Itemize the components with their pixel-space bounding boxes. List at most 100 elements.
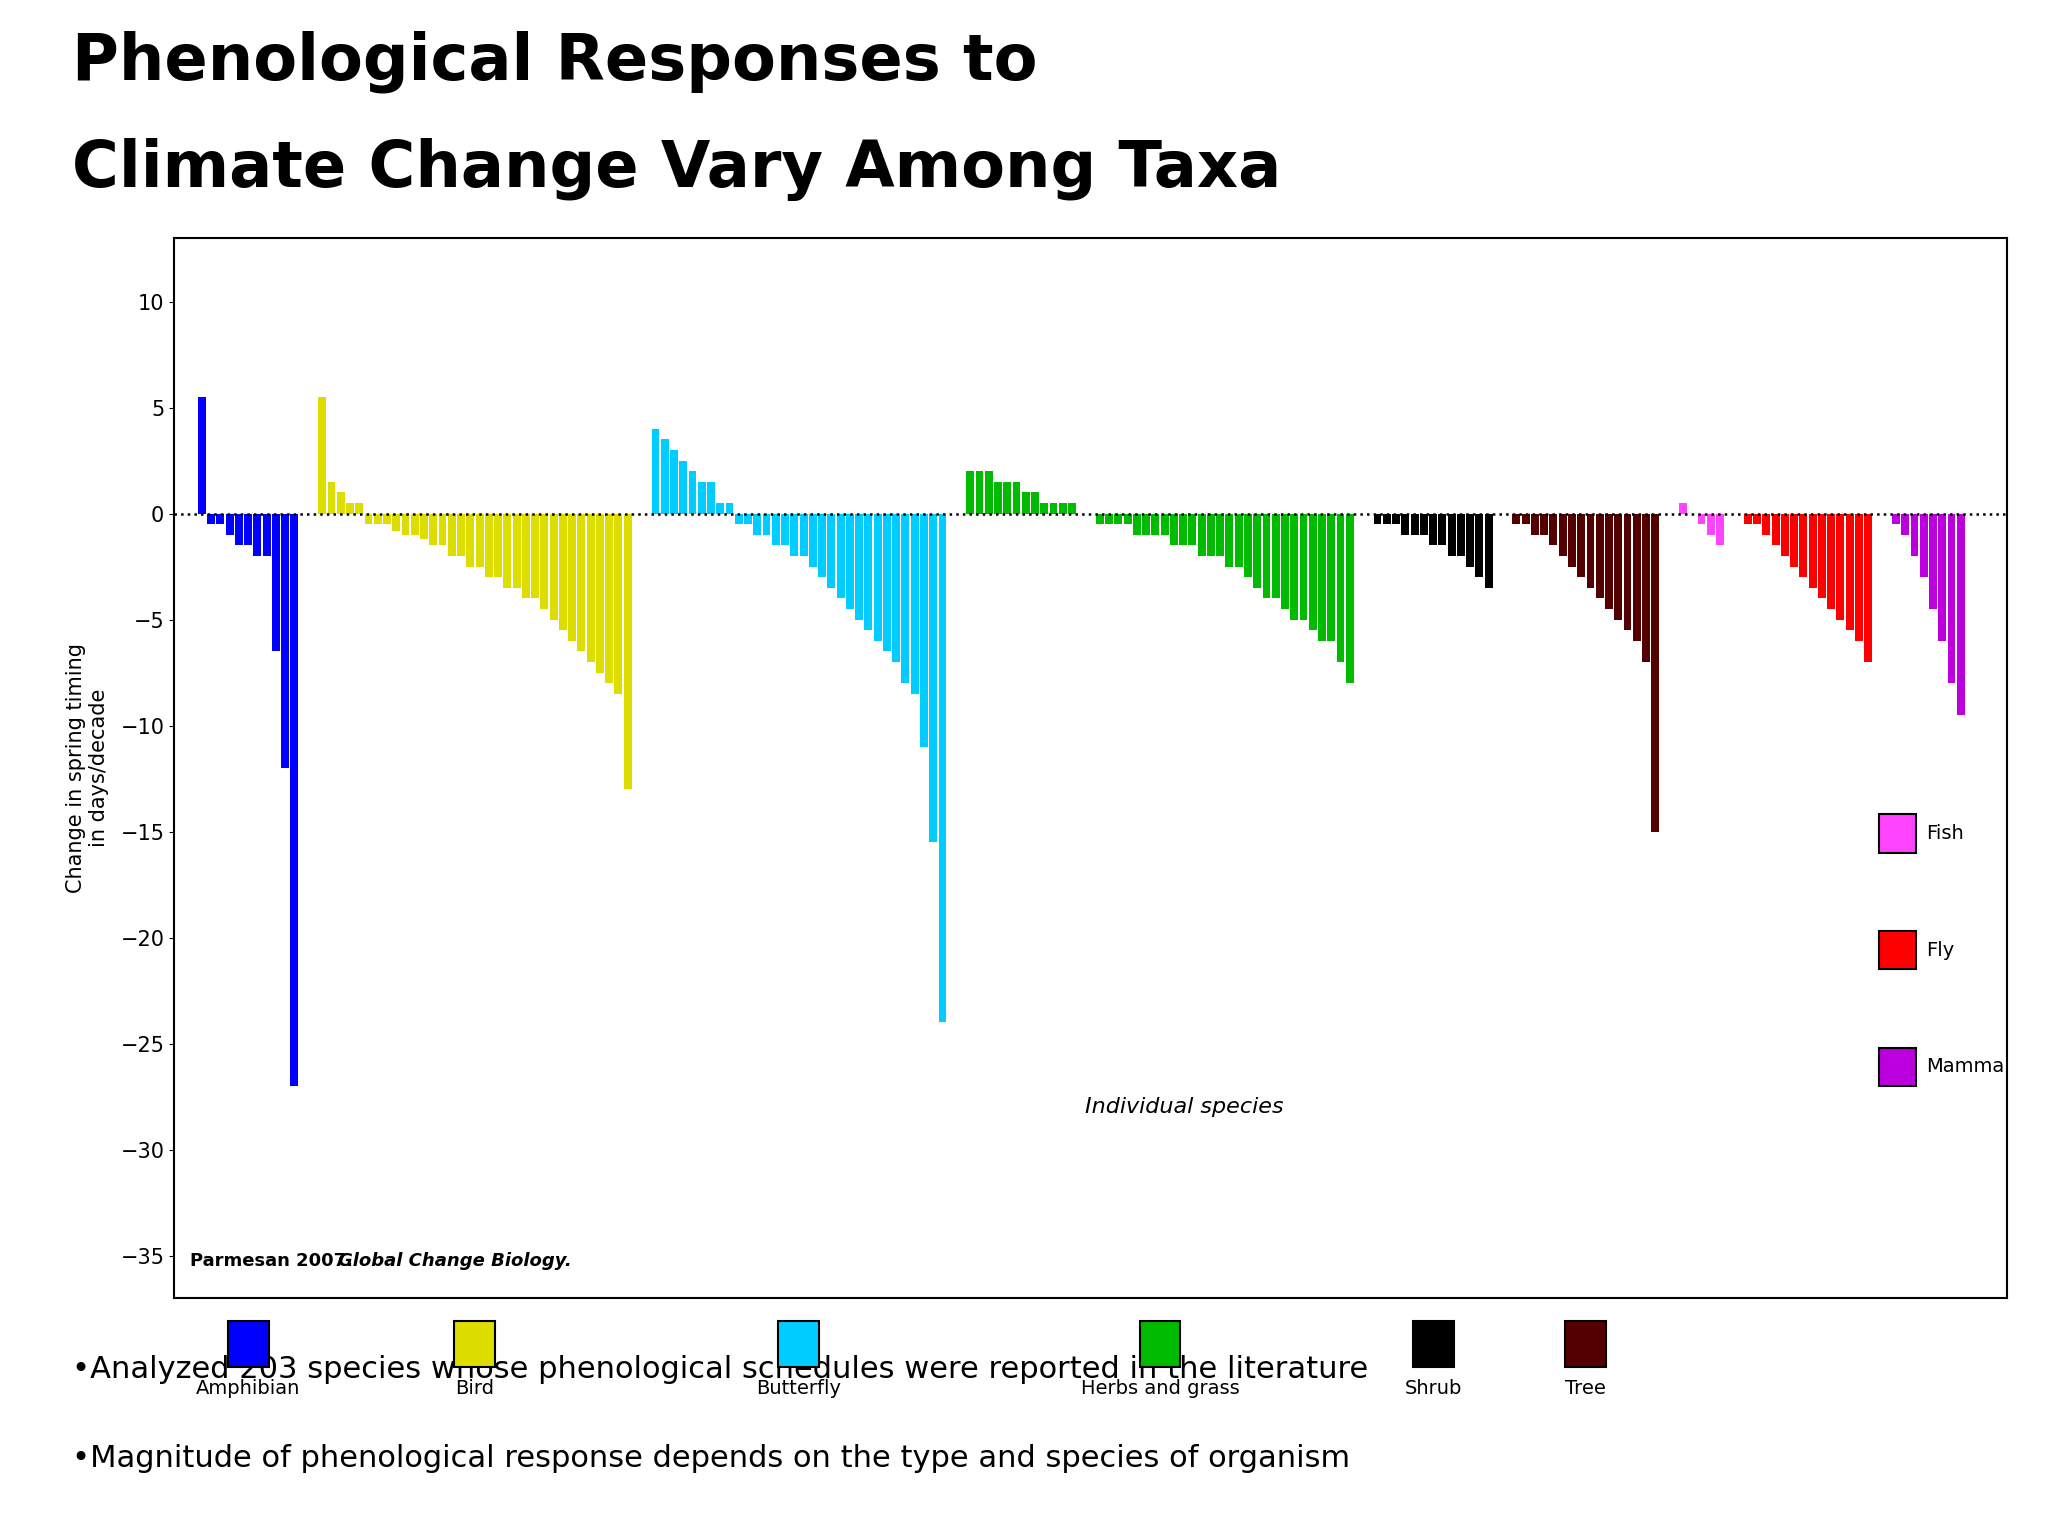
Bar bbox=[494, 513, 502, 578]
Bar bbox=[549, 513, 557, 619]
Bar bbox=[1309, 513, 1317, 630]
Bar bbox=[1948, 513, 1956, 684]
Bar bbox=[430, 513, 436, 545]
Bar bbox=[799, 513, 807, 556]
Text: Mammal: Mammal bbox=[1925, 1057, 2009, 1077]
Bar bbox=[827, 513, 836, 588]
Bar bbox=[1124, 513, 1133, 524]
Bar bbox=[662, 439, 668, 513]
Bar bbox=[864, 513, 872, 630]
Bar bbox=[1198, 513, 1206, 556]
Bar bbox=[1272, 513, 1280, 599]
Bar bbox=[1632, 513, 1640, 641]
Bar bbox=[1800, 513, 1806, 578]
Text: Individual species: Individual species bbox=[1085, 1097, 1284, 1117]
Bar bbox=[281, 513, 289, 768]
Bar bbox=[1911, 513, 1919, 556]
Bar bbox=[438, 513, 446, 545]
Bar bbox=[1679, 502, 1688, 513]
Bar bbox=[1855, 513, 1864, 641]
Bar bbox=[1319, 513, 1325, 641]
Bar bbox=[1282, 513, 1288, 608]
Bar bbox=[688, 472, 696, 513]
Bar bbox=[1448, 513, 1456, 556]
Bar bbox=[1133, 513, 1141, 535]
Bar bbox=[967, 472, 975, 513]
Bar bbox=[1040, 502, 1049, 513]
Bar bbox=[901, 513, 909, 684]
Bar bbox=[1837, 513, 1845, 619]
Bar bbox=[1606, 513, 1614, 608]
Bar bbox=[1706, 513, 1714, 535]
Bar bbox=[1901, 513, 1909, 535]
Text: Bird: Bird bbox=[455, 1379, 494, 1398]
Bar bbox=[567, 513, 575, 641]
Bar bbox=[272, 513, 281, 651]
Bar bbox=[883, 513, 891, 651]
Bar bbox=[1550, 513, 1556, 545]
Bar bbox=[1262, 513, 1270, 599]
Text: Climate Change Vary Among Taxa: Climate Change Vary Among Taxa bbox=[72, 138, 1280, 201]
Bar bbox=[317, 396, 326, 513]
Bar bbox=[874, 513, 881, 641]
Bar bbox=[375, 513, 381, 524]
Text: Phenological Responses to: Phenological Responses to bbox=[72, 31, 1036, 94]
Bar bbox=[1180, 513, 1188, 545]
Bar bbox=[541, 513, 549, 608]
Bar bbox=[1456, 513, 1464, 556]
Bar bbox=[254, 513, 262, 556]
Bar bbox=[522, 513, 530, 599]
Bar bbox=[725, 502, 733, 513]
Bar bbox=[680, 461, 688, 513]
Bar bbox=[1763, 513, 1769, 535]
Bar bbox=[1030, 493, 1038, 513]
Bar bbox=[457, 513, 465, 556]
Bar bbox=[743, 513, 752, 524]
Bar bbox=[1411, 513, 1419, 535]
Bar bbox=[735, 513, 743, 524]
Bar bbox=[614, 513, 623, 694]
Bar bbox=[1485, 513, 1493, 588]
Bar bbox=[420, 513, 428, 539]
Bar bbox=[586, 513, 594, 662]
Bar bbox=[512, 513, 520, 588]
Bar bbox=[504, 513, 512, 588]
Bar bbox=[1845, 513, 1853, 630]
Bar bbox=[1475, 513, 1483, 578]
Bar bbox=[625, 513, 631, 790]
Bar bbox=[225, 513, 233, 535]
Bar bbox=[1513, 513, 1520, 524]
Bar bbox=[1522, 513, 1530, 524]
Bar bbox=[1929, 513, 1937, 608]
Bar bbox=[328, 482, 336, 513]
Bar bbox=[383, 513, 391, 524]
Bar bbox=[354, 502, 362, 513]
Bar bbox=[1919, 513, 1927, 578]
Bar bbox=[1096, 513, 1104, 524]
Bar bbox=[606, 513, 612, 684]
Bar bbox=[1059, 502, 1067, 513]
Bar bbox=[1790, 513, 1798, 567]
Bar bbox=[838, 513, 844, 599]
Bar bbox=[346, 502, 354, 513]
Bar bbox=[1614, 513, 1622, 619]
Bar bbox=[651, 429, 659, 513]
Bar bbox=[1401, 513, 1409, 535]
Bar bbox=[1300, 513, 1307, 619]
Bar bbox=[1290, 513, 1298, 619]
Bar bbox=[1956, 513, 1964, 714]
Bar bbox=[207, 513, 215, 524]
Bar bbox=[475, 513, 483, 567]
Bar bbox=[1438, 513, 1446, 545]
Bar bbox=[1595, 513, 1604, 599]
Bar bbox=[244, 513, 252, 545]
Bar bbox=[1864, 513, 1872, 662]
Bar bbox=[930, 513, 938, 842]
Bar bbox=[1069, 502, 1075, 513]
Bar bbox=[920, 513, 928, 746]
Bar bbox=[1161, 513, 1169, 535]
Bar bbox=[975, 472, 983, 513]
Bar bbox=[717, 502, 725, 513]
Bar bbox=[1753, 513, 1761, 524]
Bar bbox=[1188, 513, 1196, 545]
